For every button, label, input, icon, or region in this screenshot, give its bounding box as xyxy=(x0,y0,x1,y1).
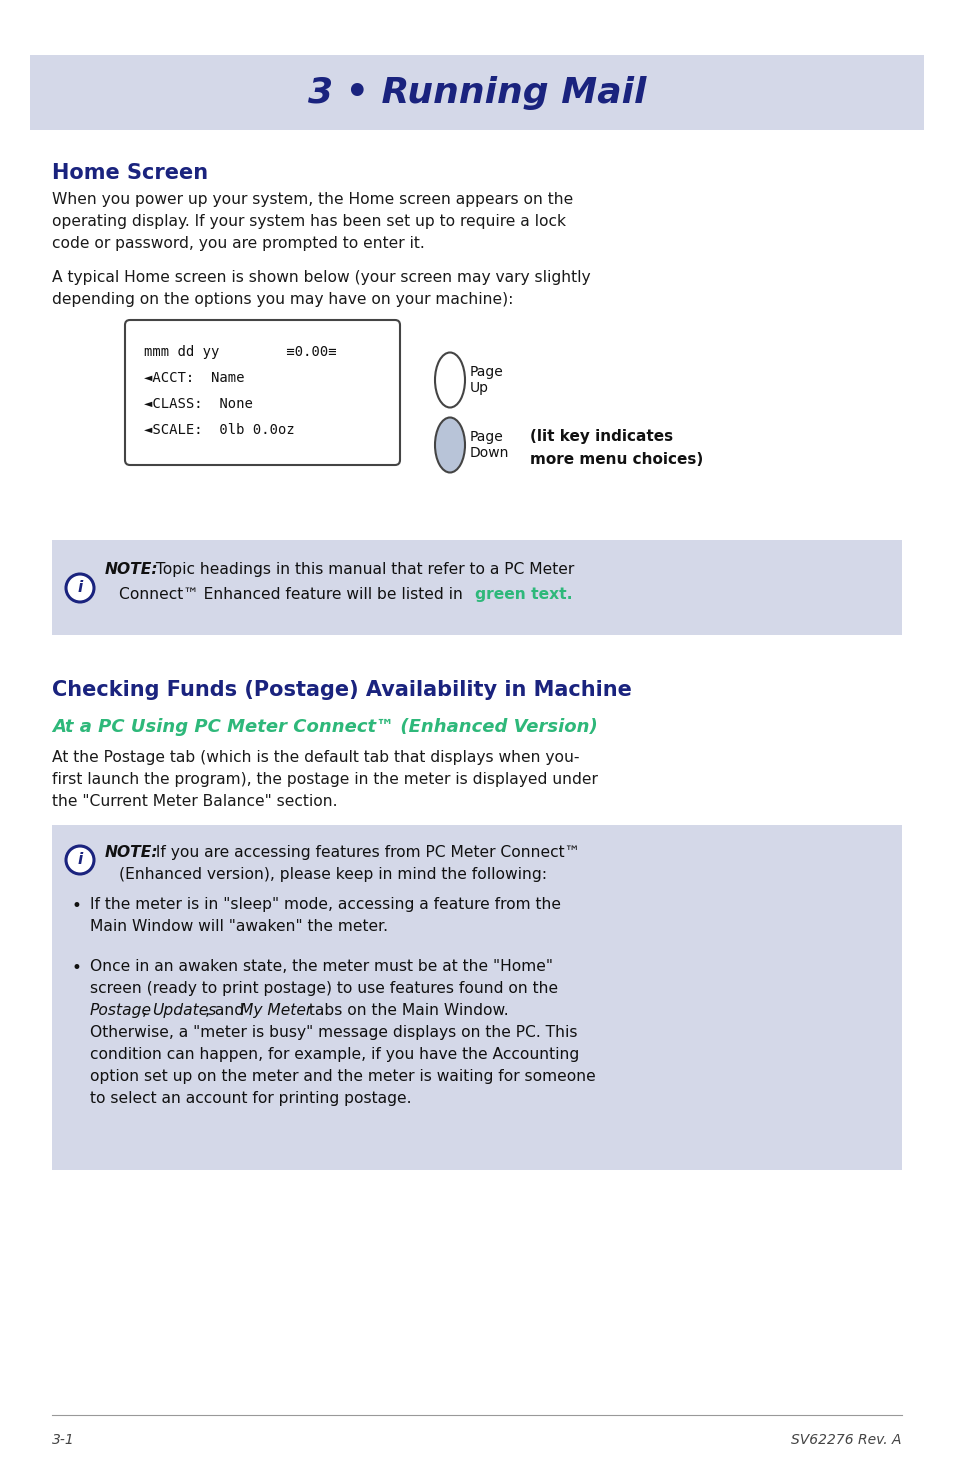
Text: At a PC Using PC Meter Connect™ (Enhanced Version): At a PC Using PC Meter Connect™ (Enhance… xyxy=(52,718,598,736)
Text: A typical Home screen is shown below (your screen may vary slightly: A typical Home screen is shown below (yo… xyxy=(52,270,590,285)
Circle shape xyxy=(66,847,94,875)
Text: mmm dd yy        ≡0.00≡: mmm dd yy ≡0.00≡ xyxy=(144,345,336,358)
Text: (lit key indicates: (lit key indicates xyxy=(530,429,673,444)
Text: 3 • Running Mail: 3 • Running Mail xyxy=(308,75,645,109)
Text: •: • xyxy=(71,897,82,914)
FancyBboxPatch shape xyxy=(52,825,901,1170)
Text: When you power up your system, the Home screen appears on the: When you power up your system, the Home … xyxy=(52,192,573,206)
Text: If the meter is in "sleep" mode, accessing a feature from the: If the meter is in "sleep" mode, accessi… xyxy=(90,897,560,912)
Text: Home Screen: Home Screen xyxy=(52,164,208,183)
Text: ,: , xyxy=(142,1003,152,1018)
Text: Connect™ Enhanced feature will be listed in: Connect™ Enhanced feature will be listed… xyxy=(119,587,467,602)
Text: i: i xyxy=(77,853,83,867)
FancyBboxPatch shape xyxy=(30,55,923,130)
Text: tabs on the Main Window.: tabs on the Main Window. xyxy=(304,1003,508,1018)
Text: option set up on the meter and the meter is waiting for someone: option set up on the meter and the meter… xyxy=(90,1069,595,1084)
Text: code or password, you are prompted to enter it.: code or password, you are prompted to en… xyxy=(52,236,424,251)
FancyBboxPatch shape xyxy=(125,320,399,465)
Text: ◄ACCT:  Name: ◄ACCT: Name xyxy=(144,372,244,385)
Text: the "Current Meter Balance" section.: the "Current Meter Balance" section. xyxy=(52,794,337,808)
Text: NOTE:: NOTE: xyxy=(105,845,158,860)
Text: more menu choices): more menu choices) xyxy=(530,451,702,466)
Text: Checking Funds (Postage) Availability in Machine: Checking Funds (Postage) Availability in… xyxy=(52,680,631,701)
Text: Page
Up: Page Up xyxy=(470,364,503,395)
Text: (Enhanced version), please keep in mind the following:: (Enhanced version), please keep in mind … xyxy=(119,867,546,882)
Text: , and: , and xyxy=(205,1003,249,1018)
Text: ◄SCALE:  0lb 0.0oz: ◄SCALE: 0lb 0.0oz xyxy=(144,423,294,437)
FancyBboxPatch shape xyxy=(52,540,901,636)
Text: Updates: Updates xyxy=(152,1003,216,1018)
Text: to select an account for printing postage.: to select an account for printing postag… xyxy=(90,1092,411,1106)
Text: screen (ready to print postage) to use features found on the: screen (ready to print postage) to use f… xyxy=(90,981,558,996)
Text: operating display. If your system has been set up to require a lock: operating display. If your system has be… xyxy=(52,214,565,229)
Text: i: i xyxy=(77,581,83,596)
Ellipse shape xyxy=(435,417,464,472)
Text: Topic headings in this manual that refer to a PC Meter: Topic headings in this manual that refer… xyxy=(151,562,574,577)
Text: first launch the program), the postage in the meter is displayed under: first launch the program), the postage i… xyxy=(52,771,598,788)
Ellipse shape xyxy=(435,353,464,407)
Text: 3-1: 3-1 xyxy=(52,1434,74,1447)
Text: My Meter: My Meter xyxy=(240,1003,312,1018)
Text: Postage: Postage xyxy=(90,1003,152,1018)
Text: condition can happen, for example, if you have the Accounting: condition can happen, for example, if yo… xyxy=(90,1047,578,1062)
Text: At the Postage tab (which is the default tab that displays when you-: At the Postage tab (which is the default… xyxy=(52,749,578,766)
Circle shape xyxy=(66,574,94,602)
Text: •: • xyxy=(71,959,82,976)
Text: Page
Down: Page Down xyxy=(470,429,509,460)
Text: SV62276 Rev. A: SV62276 Rev. A xyxy=(791,1434,901,1447)
Text: Once in an awaken state, the meter must be at the "Home": Once in an awaken state, the meter must … xyxy=(90,959,553,974)
Text: green text.: green text. xyxy=(475,587,572,602)
Text: If you are accessing features from PC Meter Connect™: If you are accessing features from PC Me… xyxy=(151,845,579,860)
Text: Otherwise, a "meter is busy" message displays on the PC. This: Otherwise, a "meter is busy" message dis… xyxy=(90,1025,577,1040)
Text: NOTE:: NOTE: xyxy=(105,562,158,577)
Text: ◄CLASS:  None: ◄CLASS: None xyxy=(144,397,253,412)
Text: depending on the options you may have on your machine):: depending on the options you may have on… xyxy=(52,292,513,307)
Text: Main Window will "awaken" the meter.: Main Window will "awaken" the meter. xyxy=(90,919,388,934)
